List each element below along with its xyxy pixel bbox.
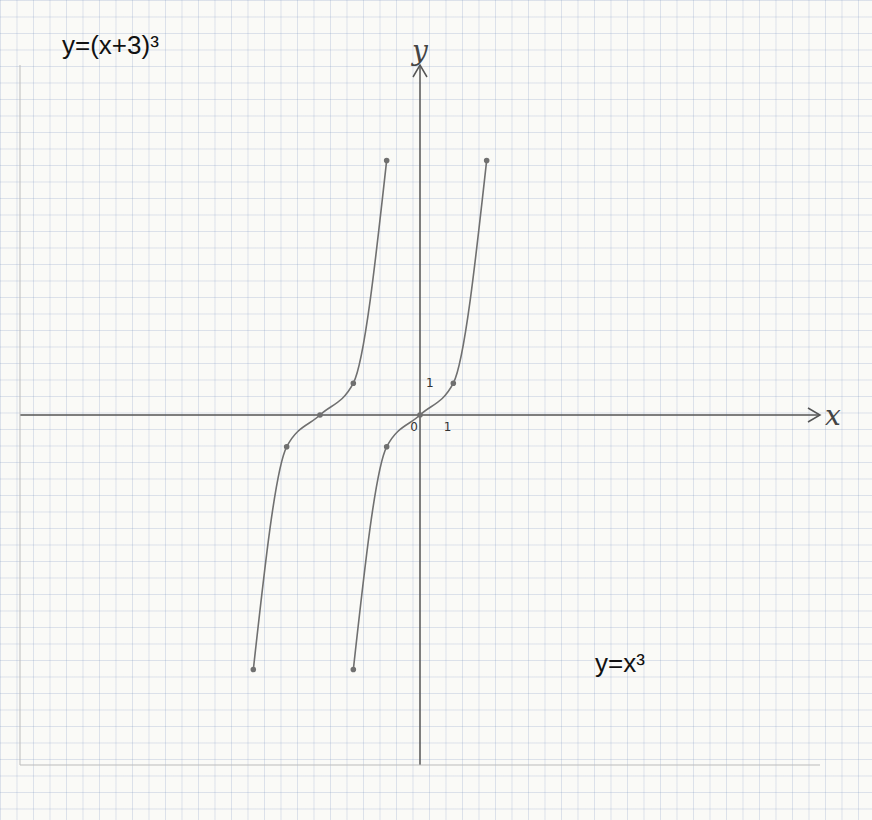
html-text:y=(x+3)³: y=(x+3)³	[62, 30, 159, 60]
svg-text:1: 1	[444, 420, 452, 434]
svg-text:0: 0	[410, 420, 418, 434]
svg-text:1: 1	[426, 376, 434, 390]
svg-text:y: y	[410, 34, 429, 67]
svg-text:x: x	[825, 399, 841, 432]
html-text:y=x³: y=x³	[595, 648, 645, 678]
